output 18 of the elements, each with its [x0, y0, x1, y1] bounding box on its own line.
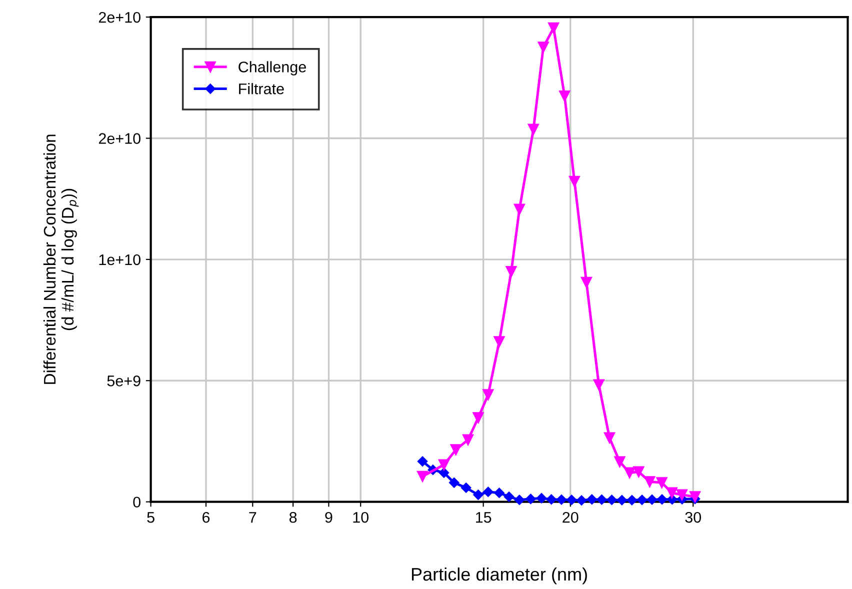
legend-label: Challenge — [238, 61, 306, 76]
legend-label: Filtrate — [239, 83, 284, 94]
y-tick-label: 2e+10 — [98, 133, 140, 144]
y-axis-title: Differential Number Concentration (d #/mL/ d log (D$_{p}$)) — [43, 134, 79, 384]
x-tick-label: 6 — [202, 512, 210, 523]
x-tick-label: 10 — [353, 512, 369, 523]
y-tick-label: 0 — [133, 496, 140, 508]
x-tick-label: 7 — [249, 512, 256, 523]
y-tick-label: 5e+9 — [107, 376, 140, 386]
x-tick-label: 30 — [685, 512, 702, 523]
y-tick-label: 1e+10 — [99, 254, 140, 266]
y-tick-label: 2e+10 — [98, 12, 140, 23]
x-tick-label: 9 — [325, 512, 332, 523]
x-tick-label: 5 — [147, 512, 154, 523]
x-tick-label: 20 — [562, 512, 578, 523]
x-tick-label: 8 — [289, 512, 297, 523]
x-axis-title: Particle diameter (nm) — [412, 567, 587, 584]
x-tick-label: 15 — [476, 512, 492, 523]
